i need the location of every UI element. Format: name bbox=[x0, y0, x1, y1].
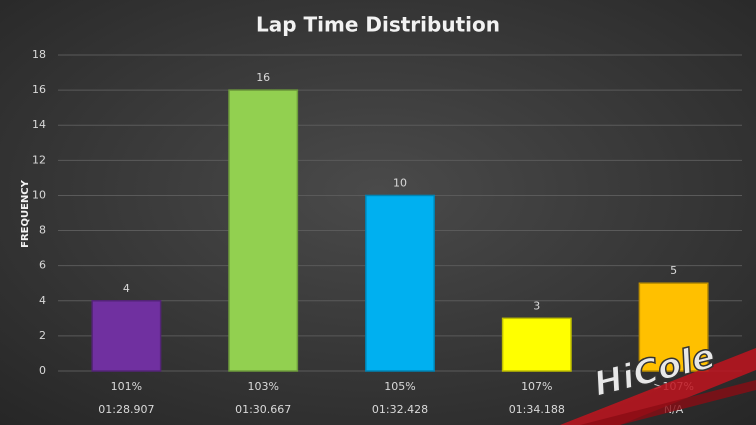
y-tick-label: 8 bbox=[39, 224, 46, 237]
data-label: 3 bbox=[533, 299, 540, 312]
y-tick-label: 14 bbox=[32, 118, 46, 131]
x-tick-sublabel: 01:32.428 bbox=[372, 403, 428, 416]
x-tick-label: 103% bbox=[247, 380, 278, 393]
y-tick-label: 16 bbox=[32, 83, 46, 96]
y-tick-label: 12 bbox=[32, 153, 46, 166]
plot-area: 0 2 4 6 8 10 12 14 16 18 4 101% 01:28.907 16 103% 01:30… bbox=[32, 48, 742, 416]
y-tick-label: 4 bbox=[39, 294, 46, 307]
y-tick-label: 6 bbox=[39, 259, 46, 272]
data-label: 16 bbox=[256, 71, 270, 84]
x-tick-sublabel: 01:30.667 bbox=[235, 403, 291, 416]
y-tick-label: 18 bbox=[32, 48, 46, 61]
x-tick-label: 101% bbox=[111, 380, 142, 393]
x-tick-label: 107% bbox=[521, 380, 552, 393]
y-tick-label: 10 bbox=[32, 188, 46, 201]
y-axis-label: FREQUENCY bbox=[20, 179, 31, 248]
data-label: 4 bbox=[123, 282, 130, 295]
bar bbox=[228, 89, 299, 372]
chart-title: Lap Time Distribution bbox=[256, 13, 500, 37]
x-tick-sublabel: 01:34.188 bbox=[509, 403, 565, 416]
bar bbox=[91, 300, 162, 372]
bar bbox=[501, 317, 572, 372]
logo-stripe bbox=[560, 348, 756, 425]
x-tick-sublabel: 01:28.907 bbox=[98, 403, 154, 416]
x-tick-label: 105% bbox=[384, 380, 415, 393]
watermark-logo: HiCole bbox=[560, 335, 756, 425]
y-tick-label: 0 bbox=[39, 364, 46, 377]
data-label: 5 bbox=[670, 264, 677, 277]
bar bbox=[638, 282, 709, 372]
y-tick-label: 2 bbox=[39, 329, 46, 342]
bar bbox=[365, 194, 435, 372]
logo-stripe bbox=[580, 380, 756, 425]
data-label: 10 bbox=[393, 176, 407, 189]
